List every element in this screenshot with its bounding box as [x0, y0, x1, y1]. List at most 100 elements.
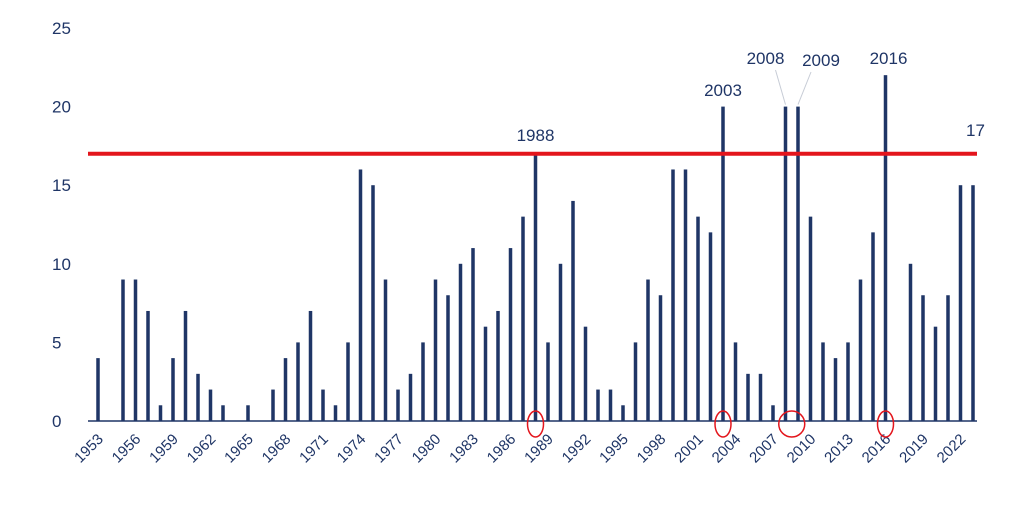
x-axis: 1953 1956 1959 1962 1965 1968 1971 1974 1977 1980… — [71, 431, 969, 467]
bar — [396, 389, 400, 421]
bar — [571, 200, 575, 421]
bar — [333, 405, 338, 421]
highlight-circle — [714, 410, 732, 438]
annotation-leader — [775, 69, 786, 105]
bar — [946, 295, 950, 421]
annotation-label: 1988 — [517, 126, 555, 145]
annotation-label: 2016 — [870, 49, 908, 68]
bar — [458, 263, 463, 421]
x-tick-label: 2001 — [671, 431, 707, 467]
x-tick-label: 1962 — [184, 431, 220, 467]
bar — [696, 216, 700, 421]
bar — [621, 405, 625, 421]
x-tick-label: 1968 — [259, 431, 295, 467]
y-tick-label: 15 — [52, 176, 71, 195]
bar — [171, 358, 175, 421]
x-tick-label: 2019 — [896, 431, 932, 467]
annotation-label: 2009 — [802, 51, 840, 70]
bar — [683, 169, 688, 421]
bar — [158, 405, 163, 421]
bar — [933, 326, 938, 421]
x-tick-label: 1977 — [371, 431, 407, 467]
bar — [183, 310, 188, 421]
bar — [358, 169, 363, 421]
bar — [783, 106, 788, 421]
bar — [533, 153, 538, 421]
x-tick-label: 1998 — [634, 431, 670, 467]
x-tick-label: 1953 — [71, 431, 107, 467]
bar — [196, 373, 200, 421]
bar — [96, 358, 100, 421]
bar — [858, 279, 863, 421]
bars — [96, 75, 975, 421]
bar — [483, 326, 488, 421]
annotation-label: 2003 — [704, 81, 742, 100]
bar — [133, 279, 138, 421]
annotation-leader — [797, 71, 812, 105]
bar — [408, 373, 413, 421]
bar — [771, 405, 775, 421]
reference-line-label: 17 — [966, 121, 985, 140]
y-tick-label: 5 — [52, 333, 61, 352]
bar — [146, 310, 150, 421]
bar — [646, 279, 650, 421]
bar — [346, 342, 350, 421]
bar — [421, 342, 425, 421]
bar — [246, 405, 250, 421]
bar — [821, 342, 825, 421]
highlight-circles — [526, 410, 895, 438]
reference-line-group: 17 — [88, 121, 985, 156]
bar — [746, 373, 750, 421]
x-tick-label: 1956 — [109, 431, 145, 467]
bar — [658, 295, 663, 421]
bar — [846, 342, 850, 421]
x-tick-label: 1980 — [409, 431, 445, 467]
x-tick-label: 2007 — [746, 431, 782, 467]
bar — [471, 248, 475, 421]
bar — [958, 185, 963, 421]
bar — [721, 106, 725, 421]
bar — [596, 389, 600, 421]
bar — [371, 185, 375, 421]
bar — [296, 342, 300, 421]
bar — [871, 232, 875, 421]
x-tick-label: 1974 — [334, 431, 370, 467]
y-tick-label: 0 — [52, 412, 61, 431]
x-tick-label: 1959 — [146, 431, 182, 467]
bar — [308, 310, 313, 421]
x-tick-label: 1992 — [559, 431, 595, 467]
bar — [121, 279, 125, 421]
bar — [883, 75, 888, 421]
x-tick-label: 2013 — [821, 431, 857, 467]
bar — [608, 389, 613, 421]
bar — [971, 185, 975, 421]
bar — [496, 310, 500, 421]
bar — [546, 342, 550, 421]
bar — [708, 232, 713, 421]
bar — [433, 279, 438, 421]
bar — [558, 263, 563, 421]
highlight-circle — [778, 410, 806, 438]
x-tick-label: 2022 — [934, 431, 970, 467]
x-tick-label: 1983 — [446, 431, 482, 467]
bar — [508, 248, 513, 421]
bar — [808, 216, 813, 421]
bar — [758, 373, 763, 421]
highlight-circle — [526, 410, 545, 438]
x-tick-label: 1971 — [296, 431, 332, 467]
bar — [921, 295, 925, 421]
y-tick-label: 20 — [52, 98, 71, 117]
bar — [283, 358, 288, 421]
highlight-circle — [876, 410, 895, 438]
bar — [446, 295, 450, 421]
bar — [271, 389, 275, 421]
bar — [733, 342, 738, 421]
x-tick-label: 1965 — [221, 431, 257, 467]
annotations: 1988 2003 2008 2009 2016 — [517, 49, 908, 145]
x-tick-label: 1995 — [596, 431, 632, 467]
bar — [833, 358, 838, 421]
bar — [221, 405, 225, 421]
bar — [383, 279, 388, 421]
y-tick-label: 10 — [52, 255, 71, 274]
